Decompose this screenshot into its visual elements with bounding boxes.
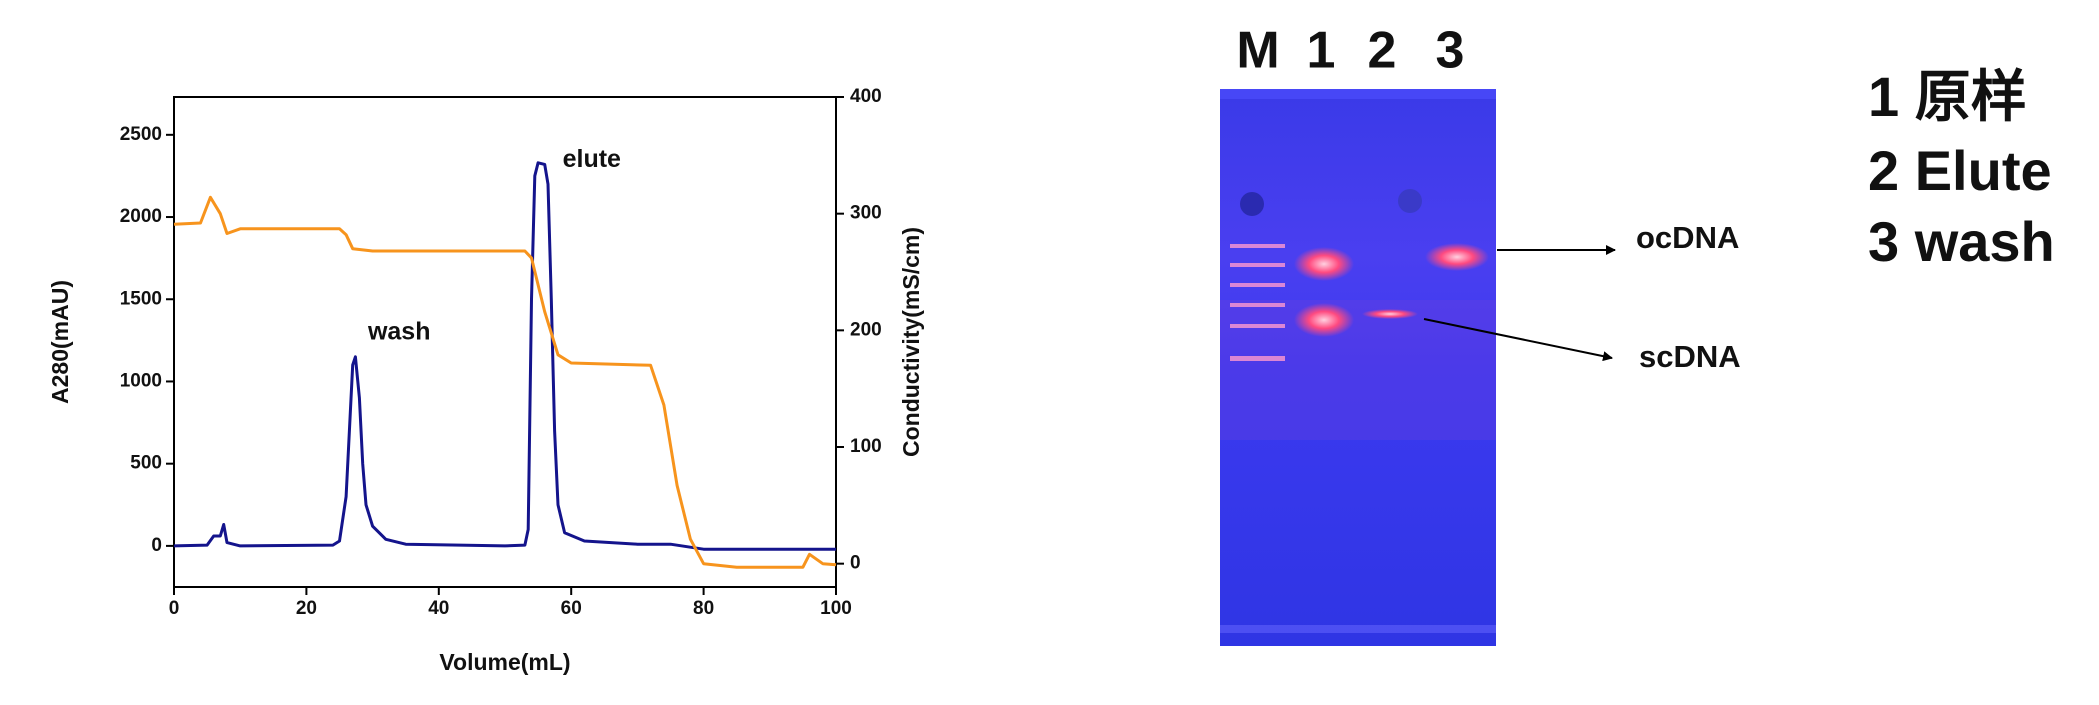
series-line <box>173 195 837 569</box>
ladder <box>1230 244 1285 361</box>
well <box>1398 189 1422 213</box>
y-tick-label: 2500 <box>120 124 162 145</box>
y2-tick-label: 100 <box>850 436 882 457</box>
gel-image <box>1220 89 1496 646</box>
x-axis-title: Volume(mL) <box>439 649 570 675</box>
band-label: scDNA <box>1639 339 1741 374</box>
legend-line: 3 wash <box>1868 210 2055 273</box>
gel-edge <box>1220 89 1496 99</box>
y2-axis-title: Conductivity(mS/cm) <box>898 227 924 457</box>
annotation: elute <box>563 145 621 173</box>
x-tick-label: 100 <box>820 598 852 619</box>
y-tick-label: 1000 <box>120 370 162 391</box>
lane-label: 2 <box>1368 22 1397 80</box>
plot-frame <box>173 96 837 588</box>
lane-label: 1 <box>1307 22 1336 80</box>
well <box>1240 192 1264 216</box>
gel-edge <box>1220 625 1496 633</box>
x-tick-label: 80 <box>693 598 714 619</box>
arrow <box>1423 318 1613 362</box>
gel-glow <box>1220 300 1496 440</box>
band <box>1294 303 1354 337</box>
y2-tick-label: 0 <box>850 553 861 574</box>
lane-label: M <box>1236 22 1279 80</box>
y-tick-label: 2000 <box>120 206 162 227</box>
band <box>1294 247 1354 281</box>
chromatogram: 0 20 40 60 80 1000500100015002000250001002003… <box>47 86 924 675</box>
x-tick-label: 20 <box>296 598 317 619</box>
x-tick-label: 60 <box>561 598 582 619</box>
y-tick-label: 0 <box>151 535 162 556</box>
y-axis-title: A280(mAU) <box>47 280 73 404</box>
y2-tick-label: 400 <box>850 86 882 107</box>
lane-label: 3 <box>1436 22 1465 80</box>
gel-panel: M 1 2 3 ocDNA scDNA 1 原样 2 Elute 3 wash <box>1220 22 2055 646</box>
band <box>1425 243 1489 271</box>
legend-line: 1 原样 <box>1868 65 2027 128</box>
series-line <box>173 161 836 551</box>
x-tick-label: 0 <box>169 598 180 619</box>
band-label: ocDNA <box>1636 220 1739 255</box>
y-tick-label: 1500 <box>120 288 162 309</box>
annotation: wash <box>367 318 431 346</box>
y2-tick-label: 200 <box>850 319 882 340</box>
legend-line: 2 Elute <box>1868 139 2052 202</box>
y2-tick-label: 300 <box>850 203 882 224</box>
y-tick-label: 500 <box>130 453 162 474</box>
band <box>1362 309 1418 319</box>
x-tick-label: 40 <box>428 598 449 619</box>
